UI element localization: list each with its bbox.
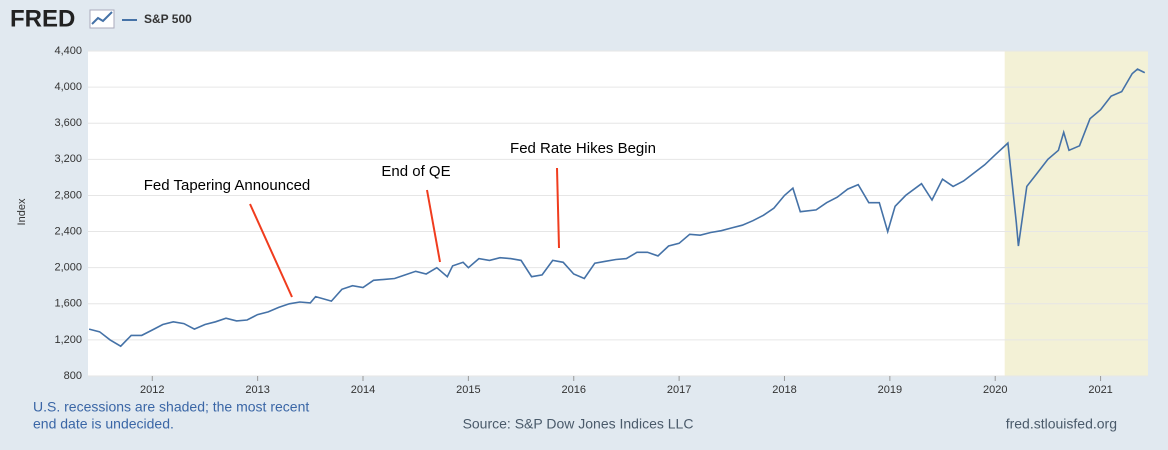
x-tick-label: 2013 (245, 384, 269, 396)
annotation: End of QE (381, 163, 450, 180)
x-tick-label: 2016 (562, 384, 586, 396)
x-tick-label: 2015 (456, 384, 480, 396)
y-tick-label: 3,600 (54, 117, 82, 129)
x-tick-label: 2021 (1088, 384, 1112, 396)
note: end date is undecided. (33, 416, 174, 432)
logo-icon (89, 9, 115, 29)
x-tick-label: 2019 (878, 384, 902, 396)
legend-label: S&P 500 (144, 12, 192, 26)
x-tick-label: 2020 (983, 384, 1007, 396)
annotation-arrow (556, 167, 560, 249)
y-tick-label: 1,600 (54, 298, 82, 310)
y-tick-label: 800 (64, 370, 82, 382)
series-line (88, 68, 1146, 348)
x-tick-label: 2017 (667, 384, 691, 396)
y-tick-label: 2,000 (54, 262, 82, 274)
x-tick-label: 2018 (772, 384, 796, 396)
source: Source: S&P Dow Jones Indices LLC (463, 416, 694, 432)
annotation: Fed Rate Hikes Begin (510, 140, 656, 157)
url: fred.stlouisfed.org (1006, 416, 1117, 432)
annotation-arrow (426, 189, 441, 263)
x-tick-label: 2012 (140, 384, 164, 396)
note: U.S. recessions are shaded; the most rec… (33, 399, 309, 415)
y-tick-label: 3,200 (54, 153, 82, 165)
y-tick-label: 4,400 (54, 45, 82, 57)
y-axis-label: Index (16, 198, 28, 225)
annotation-arrow (249, 203, 293, 298)
logo-icon-line (91, 11, 113, 25)
annotation: Fed Tapering Announced (144, 177, 311, 194)
x-tick-label: 2014 (351, 384, 375, 396)
y-tick-label: 1,200 (54, 334, 82, 346)
y-tick-label: 2,400 (54, 225, 82, 237)
plot-area (88, 51, 1148, 376)
y-tick-label: 2,800 (54, 189, 82, 201)
logo: FRED (10, 5, 75, 32)
recession-shade (1004, 51, 1148, 376)
y-tick-label: 4,000 (54, 81, 82, 93)
